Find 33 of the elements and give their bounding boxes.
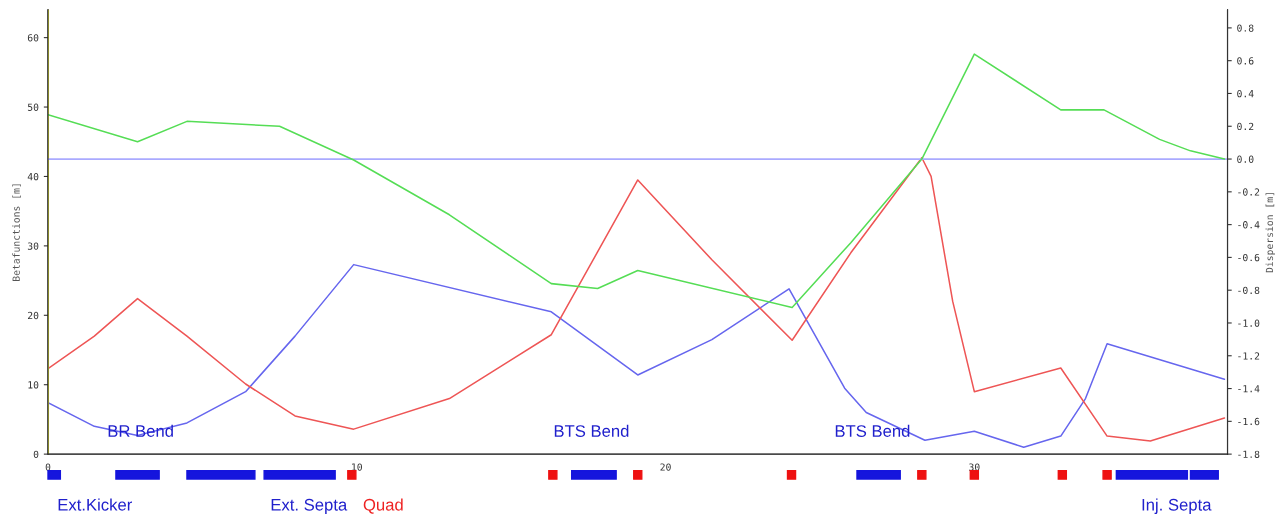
y-tick-label: 40 (27, 172, 39, 181)
text: Ext.Kicker (58, 498, 132, 511)
y-tick-label: 0 (33, 450, 39, 458)
y2-axis-title: Dispersion [m] (1265, 193, 1275, 273)
y-tick-label: 20 (27, 311, 39, 320)
annotation: BTS Bend (554, 424, 629, 437)
y-tick-label: 60 (27, 34, 39, 42)
y2-tick-label: 0.6 (1237, 57, 1254, 65)
text: Inj. Septa (1142, 498, 1212, 514)
y2-tick-label: 0.0 (1237, 155, 1254, 163)
y2-tick-label: -0.6 (1238, 253, 1260, 262)
y2-tick-label: -1.4 (1238, 385, 1260, 393)
line-series (48, 263, 1226, 448)
y2-tick-label: -1.2 (1238, 352, 1260, 360)
y-tick-label: 50 (27, 103, 39, 111)
y2-tick-label: -1.0 (1238, 319, 1260, 327)
y2-tick-label: -1.6 (1238, 417, 1260, 426)
y-axis-title: Betafunctions [m] (12, 184, 21, 281)
line-series (48, 156, 1226, 442)
x-tick-label: 20 (660, 463, 671, 471)
text: Ext. Septa (271, 498, 348, 514)
y2-tick-label: 0.2 (1237, 122, 1254, 131)
line-series (48, 53, 1226, 309)
annotation: BTS Bend (835, 424, 910, 437)
y-tick-label: 10 (28, 381, 39, 389)
y2-tick-label: -0.8 (1238, 286, 1260, 295)
y2-tick-label: -0.4 (1238, 221, 1260, 229)
y-tick-label: 30 (27, 242, 39, 250)
y2-tick-label: 0.8 (1237, 24, 1254, 32)
y2-tick-label: -0.2 (1238, 188, 1260, 196)
text: Quad (363, 498, 403, 514)
y2-tick-label: -1.8 (1238, 450, 1260, 458)
y2-tick-label: 0.4 (1237, 89, 1254, 98)
